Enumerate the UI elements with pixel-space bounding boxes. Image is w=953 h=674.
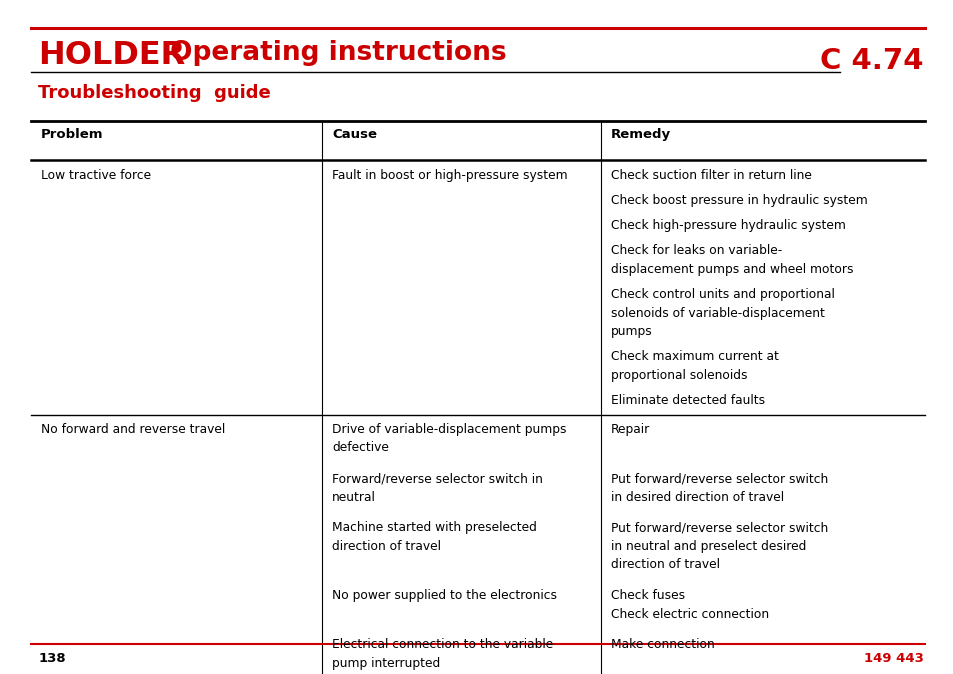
Text: in neutral and preselect desired: in neutral and preselect desired bbox=[610, 540, 805, 553]
Text: Check high-pressure hydraulic system: Check high-pressure hydraulic system bbox=[610, 219, 844, 232]
Text: Fault in boost or high-pressure system: Fault in boost or high-pressure system bbox=[332, 168, 567, 181]
Text: pumps: pumps bbox=[610, 326, 652, 338]
Text: Check suction filter in return line: Check suction filter in return line bbox=[610, 168, 811, 181]
Text: neutral: neutral bbox=[332, 491, 375, 503]
Text: Check control units and proportional: Check control units and proportional bbox=[610, 288, 834, 301]
Text: Troubleshooting  guide: Troubleshooting guide bbox=[38, 84, 271, 102]
Text: Check fuses: Check fuses bbox=[610, 589, 684, 602]
Text: Check boost pressure in hydraulic system: Check boost pressure in hydraulic system bbox=[610, 194, 866, 207]
Text: Cause: Cause bbox=[332, 128, 376, 141]
Text: Eliminate detected faults: Eliminate detected faults bbox=[610, 394, 764, 407]
Text: HOLDER: HOLDER bbox=[38, 40, 185, 71]
Text: direction of travel: direction of travel bbox=[332, 540, 440, 553]
Text: proportional solenoids: proportional solenoids bbox=[610, 369, 746, 382]
Text: displacement pumps and wheel motors: displacement pumps and wheel motors bbox=[610, 263, 852, 276]
Text: Check electric connection: Check electric connection bbox=[610, 608, 768, 621]
Text: pump interrupted: pump interrupted bbox=[332, 656, 439, 670]
Text: Operating instructions: Operating instructions bbox=[170, 40, 506, 67]
Text: Put forward/reverse selector switch: Put forward/reverse selector switch bbox=[610, 522, 827, 534]
Text: Problem: Problem bbox=[41, 128, 104, 141]
Text: 138: 138 bbox=[38, 652, 66, 665]
Text: Repair: Repair bbox=[610, 423, 649, 436]
Text: Drive of variable-displacement pumps: Drive of variable-displacement pumps bbox=[332, 423, 566, 436]
Text: solenoids of variable-displacement: solenoids of variable-displacement bbox=[610, 307, 823, 319]
Text: Electrical connection to the variable: Electrical connection to the variable bbox=[332, 638, 553, 651]
Text: Machine started with preselected: Machine started with preselected bbox=[332, 522, 537, 534]
Text: in desired direction of travel: in desired direction of travel bbox=[610, 491, 782, 503]
Text: direction of travel: direction of travel bbox=[610, 558, 719, 572]
Text: No power supplied to the electronics: No power supplied to the electronics bbox=[332, 589, 557, 602]
Text: Check maximum current at: Check maximum current at bbox=[610, 350, 778, 363]
Text: Check for leaks on variable-: Check for leaks on variable- bbox=[610, 245, 781, 257]
Text: Low tractive force: Low tractive force bbox=[41, 168, 151, 181]
Text: C 4.74: C 4.74 bbox=[820, 47, 923, 75]
Text: No forward and reverse travel: No forward and reverse travel bbox=[41, 423, 225, 436]
Text: Remedy: Remedy bbox=[610, 128, 670, 141]
Text: Make connection: Make connection bbox=[610, 638, 714, 651]
Text: Put forward/reverse selector switch: Put forward/reverse selector switch bbox=[610, 472, 827, 485]
Text: 149 443: 149 443 bbox=[862, 652, 923, 665]
Text: Forward/reverse selector switch in: Forward/reverse selector switch in bbox=[332, 472, 542, 485]
Text: defective: defective bbox=[332, 441, 389, 454]
